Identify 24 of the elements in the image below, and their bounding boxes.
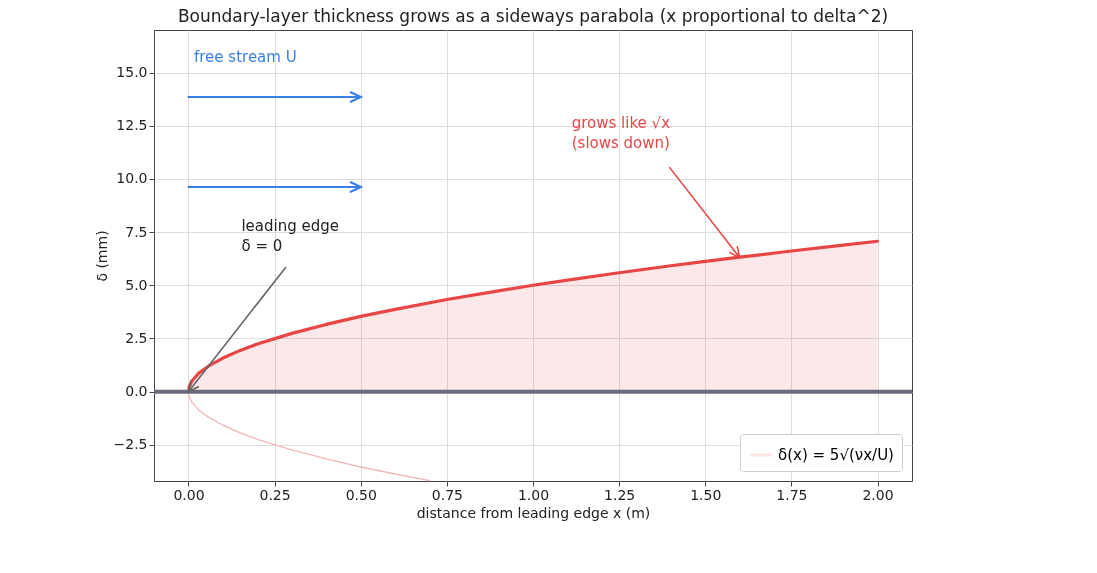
y-tick-label: 2.5 bbox=[125, 329, 148, 346]
y-tick-label: 5.0 bbox=[125, 276, 148, 293]
y-axis-title: δ (mm) bbox=[93, 230, 110, 282]
annotation: free stream U bbox=[194, 48, 297, 66]
x-tick-label: 1.75 bbox=[776, 486, 808, 503]
annotation: grows like √x (slows down) bbox=[571, 113, 671, 152]
y-tick-label: 12.5 bbox=[116, 117, 148, 134]
x-tick-label: 0.50 bbox=[345, 486, 377, 503]
x-tick-label: 1.50 bbox=[690, 486, 722, 503]
y-tick-label: 7.5 bbox=[125, 223, 148, 240]
x-axis-title: distance from leading edge x (m) bbox=[416, 504, 651, 521]
y-tick-label: 15.0 bbox=[116, 64, 148, 81]
x-tick-label: 0.75 bbox=[431, 486, 463, 503]
x-tick-label: 1.00 bbox=[517, 486, 550, 503]
x-tick-label: 2.00 bbox=[862, 486, 894, 503]
annotation: leading edge δ = 0 bbox=[241, 216, 340, 255]
x-tick-label: 1.25 bbox=[604, 486, 636, 503]
legend-label: δ(x) = 5√(νx/U) bbox=[778, 446, 894, 464]
y-tick-label: −2.5 bbox=[113, 436, 148, 453]
x-tick-label: 0.25 bbox=[259, 486, 291, 503]
x-tick-label: 0.00 bbox=[173, 486, 205, 503]
y-tick-label: 0.0 bbox=[125, 383, 148, 400]
y-tick-label: 10.0 bbox=[116, 170, 148, 187]
chart-title: Boundary-layer thickness grows as a sideways parabola (x proportional to delta^2) bbox=[177, 6, 889, 26]
